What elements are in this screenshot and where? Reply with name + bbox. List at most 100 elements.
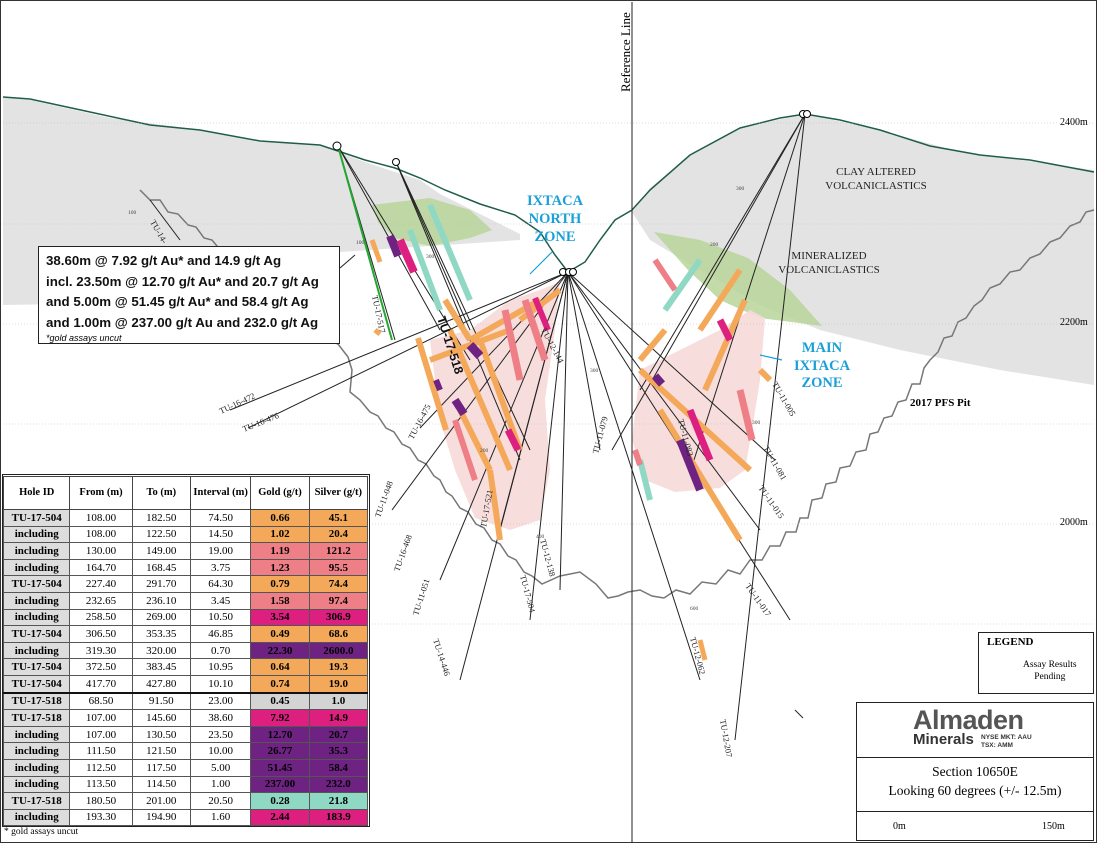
from-cell: 306.50 <box>69 625 133 643</box>
svg-text:200: 200 <box>710 242 719 248</box>
callout-line-2: incl. 23.50m @ 12.70 g/t Au* and 20.7 g/… <box>46 273 319 289</box>
gold-cell: 22.30 <box>250 641 310 660</box>
mineralized-zone-right <box>654 232 822 326</box>
to-cell: 194.90 <box>131 808 191 827</box>
table-row: including 113.50 114.50 1.00 237.00 232.0 <box>2 775 369 794</box>
interval-cell: 38.60 <box>189 709 252 727</box>
hole-id-cell: TU-17-504 <box>2 658 71 676</box>
silver-cell: 121.2 <box>308 542 369 560</box>
silver-cell: 19.3 <box>308 658 369 676</box>
gold-cell: 26.77 <box>250 742 310 760</box>
hole-id-cell: TU-17-504 <box>2 674 71 694</box>
interval-cell: 1.00 <box>189 775 252 794</box>
section-looking: Looking 60 degrees (+/- 12.5m) <box>888 783 1062 798</box>
interval-cell: 20.50 <box>189 792 252 810</box>
hole-id-cell: TU-17-504 <box>2 575 71 593</box>
interval-cell: 0.70 <box>189 641 252 660</box>
svg-text:200: 200 <box>480 448 489 454</box>
hole-id-cell: TU-17-518 <box>2 709 71 727</box>
hole-id-cell: TU-17-518 <box>2 691 71 711</box>
pit-label: 2017 PFS Pit <box>910 397 971 409</box>
callout-line-3: and 5.00m @ 51.45 g/t Au* and 58.4 g/t A… <box>46 294 309 309</box>
silver-cell: 2600.0 <box>308 641 369 660</box>
to-cell: 320.00 <box>131 641 191 660</box>
gold-cell: 0.49 <box>250 625 310 643</box>
reference-line-label: Reference Line <box>618 12 633 92</box>
gold-cell: 3.54 <box>250 608 310 627</box>
col-to: To (m) <box>131 476 191 510</box>
from-cell: 164.70 <box>69 558 133 577</box>
title-divider <box>857 757 1093 758</box>
mineralized-zone-left <box>372 198 492 246</box>
silver-cell: 68.6 <box>308 625 369 643</box>
table-header-row: Hole ID From (m) To (m) Interval (m) Gol… <box>2 476 369 510</box>
assay-intervals <box>369 203 773 661</box>
table-row: including 111.50 121.50 10.00 26.77 35.3 <box>2 742 369 760</box>
from-cell: 112.50 <box>69 758 133 777</box>
gold-cell: 0.45 <box>250 691 310 711</box>
to-cell: 121.50 <box>131 742 191 760</box>
company-logo-name: Almaden <box>913 705 1024 735</box>
hole-tu-11-051: TU-11-051 <box>410 577 431 616</box>
to-cell: 427.80 <box>131 674 191 694</box>
col-silver: Silver (g/t) <box>308 476 369 510</box>
main-zone-leader <box>759 354 783 361</box>
table-row: including 258.50 269.00 10.50 3.54 306.9 <box>2 608 369 627</box>
north-zone-label: IXTACA NORTH ZONE <box>527 193 584 245</box>
callout-leader <box>339 254 356 269</box>
north-zone-leader <box>529 251 553 275</box>
interval-cell: 10.10 <box>189 674 252 694</box>
to-cell: 383.45 <box>131 658 191 676</box>
col-from: From (m) <box>69 476 133 510</box>
from-cell: 319.30 <box>69 641 133 660</box>
elevation-2000: 2000m <box>1060 517 1088 528</box>
to-cell: 201.00 <box>131 792 191 810</box>
interval-cell: 3.75 <box>189 558 252 577</box>
gold-cell: 1.02 <box>250 525 310 544</box>
company-logo-sub: Minerals <box>913 731 974 748</box>
from-cell: 107.00 <box>69 725 133 744</box>
silver-cell: 20.4 <box>308 525 369 544</box>
svg-text:ZONE: ZONE <box>801 375 842 391</box>
silver-cell: 35.3 <box>308 742 369 760</box>
halo-main <box>632 310 765 492</box>
gold-cell: 0.28 <box>250 792 310 810</box>
table-row: including 193.30 194.90 1.60 2.44 183.9 <box>2 808 369 827</box>
gold-cell: 237.00 <box>250 775 310 794</box>
pit-tick <box>794 709 804 719</box>
svg-text:MINERALIZED: MINERALIZED <box>791 250 866 262</box>
silver-cell: 232.0 <box>308 775 369 794</box>
gold-cell: 0.64 <box>250 658 310 676</box>
from-cell: 232.65 <box>69 591 133 610</box>
from-cell: 113.50 <box>69 775 133 794</box>
silver-cell: 183.9 <box>308 808 369 827</box>
clay-zone-right <box>632 114 1094 385</box>
svg-text:VOLCANICLASTICS: VOLCANICLASTICS <box>825 180 926 192</box>
to-cell: 114.50 <box>131 775 191 794</box>
hole-id-cell: including <box>2 775 71 794</box>
interval-cell: 74.50 <box>189 509 252 527</box>
table-row: including 112.50 117.50 5.00 51.45 58.4 <box>2 758 369 777</box>
hole-tu-11-048: TU-11-048 <box>372 480 394 519</box>
hole-tu-16-475: TU-16-475 <box>406 402 433 440</box>
halo-north <box>430 282 560 530</box>
to-cell: 91.50 <box>131 691 191 711</box>
interval-cell: 19.00 <box>189 542 252 560</box>
title-divider-2 <box>857 811 1093 812</box>
hole-id-cell: TU-17-504 <box>2 625 71 643</box>
gold-cell: 0.66 <box>250 509 310 527</box>
hole-tu-12-207: TU-12-207 <box>718 719 734 758</box>
to-cell: 145.60 <box>131 709 191 727</box>
hole-id-cell: including <box>2 558 71 577</box>
silver-cell: 45.1 <box>308 509 369 527</box>
legend-title: LEGEND <box>987 636 1034 648</box>
hole-id-cell: including <box>2 758 71 777</box>
mineralized-zone-label: MINERALIZED VOLCANICLASTICS <box>778 250 879 276</box>
interval-cell: 5.00 <box>189 758 252 777</box>
hole-id-cell: including <box>2 525 71 544</box>
svg-text:CLAY ALTERED: CLAY ALTERED <box>836 166 916 178</box>
interval-cell: 10.50 <box>189 608 252 627</box>
callout-line-1: 38.60m @ 7.92 g/t Au* and 14.9 g/t Ag <box>46 253 282 268</box>
gold-cell: 1.23 <box>250 558 310 577</box>
silver-cell: 74.4 <box>308 575 369 593</box>
